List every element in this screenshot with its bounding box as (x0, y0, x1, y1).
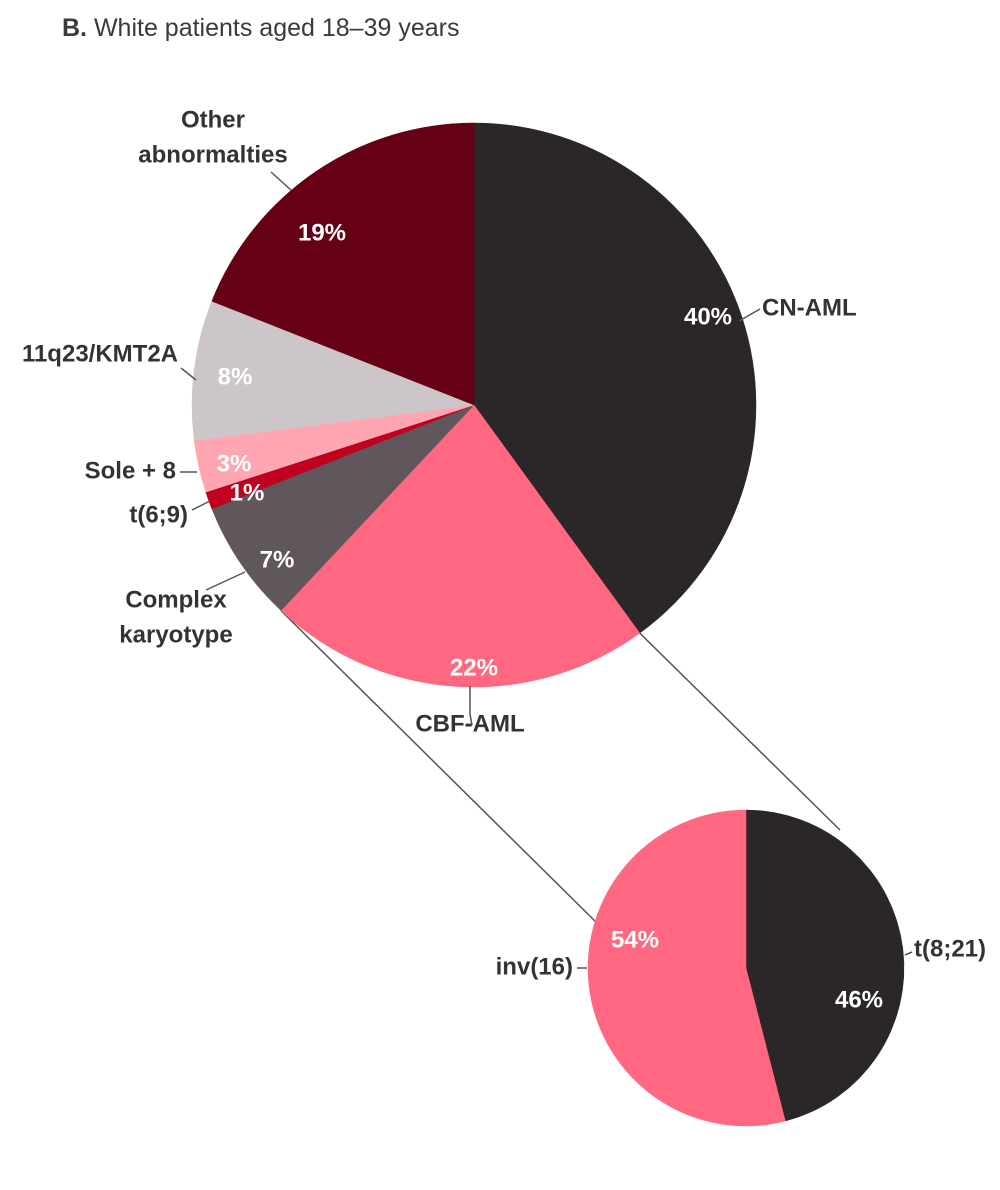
main-slice-cbf-aml (280, 404, 641, 688)
main-value-label-cbf-aml: 22% (450, 654, 498, 681)
breakout-slice-inv-16 (587, 809, 786, 1127)
main-leader-11q23-kmt2a (180, 367, 197, 381)
chart-title-prefix: B. (62, 14, 87, 42)
breakout-leader-t-8-21 (904, 951, 913, 956)
main-category-label-other-abnormalties-line-2: abnormalties (138, 141, 287, 168)
main-leader-other-abnormalties (270, 171, 292, 191)
breakout-category-label-inv-16: inv(16) (496, 953, 573, 980)
main-slice-cn-aml (473, 122, 757, 634)
main-value-label-t-6-9: 1% (230, 479, 265, 506)
main-category-label-11q23-kmt2a: 11q23/KMT2A (22, 340, 178, 367)
main-leader-cbf-aml (469, 686, 473, 726)
breakout-connectors (280, 610, 841, 927)
main-slice-complex-karyotype (211, 404, 475, 611)
connector-line-right (639, 632, 841, 831)
main-category-label-cn-aml: CN-AML (762, 294, 857, 321)
main-slice-11q23-kmt2a (191, 300, 475, 441)
breakout-pie (587, 809, 905, 1127)
connector-line-left (280, 610, 601, 927)
main-slice-other-abnormalties (211, 122, 475, 406)
main-value-label-other-abnormalties: 19% (298, 219, 346, 246)
main-value-label-sole-8: 3% (217, 450, 252, 477)
main-pie (191, 122, 757, 688)
breakout-value-label-inv-16: 54% (611, 926, 659, 953)
main-value-label-cn-aml: 40% (684, 303, 732, 330)
slice-labels: 40% CN-AML 22% CBF-AML 7% Complex karyotype 1% t… (22, 106, 986, 1013)
breakout-slice-t-8-21 (745, 809, 905, 1122)
main-category-label-t-6-9: t(6;9) (129, 501, 188, 528)
main-category-label-complex-karyotype-line-2: karyotype (119, 621, 232, 648)
breakout-category-label-t-8-21: t(8;21) (914, 935, 986, 962)
main-leader-t-6-9 (191, 500, 211, 511)
main-leader-complex-karyotype (205, 571, 246, 591)
main-value-label-11q23-kmt2a: 8% (218, 363, 253, 390)
chart-title-text: White patients aged 18–39 years (93, 14, 460, 42)
main-value-label-complex-karyotype: 7% (260, 546, 295, 573)
breakout-value-label-t-8-21: 46% (835, 986, 883, 1013)
chart-title: B. White patients aged 18–39 years (62, 14, 459, 43)
label-leader-lines (180, 171, 913, 969)
main-category-label-other-abnormalties-line-1: Other (181, 106, 245, 133)
main-leader-cn-aml (738, 308, 761, 322)
main-category-label-cbf-aml: CBF-AML (415, 710, 524, 737)
main-category-label-sole-8: Sole + 8 (85, 457, 176, 484)
main-category-label-complex-karyotype-line-1: Complex (125, 586, 227, 613)
